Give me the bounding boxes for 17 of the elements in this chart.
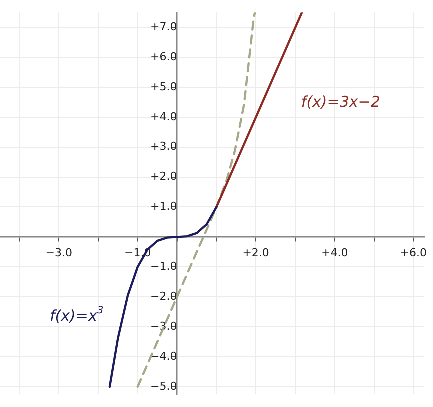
y-tick-label: +6.0: [150, 50, 178, 64]
y-tick-label: −3.0: [150, 320, 178, 333]
x-tick-label: +6.0: [400, 246, 428, 260]
y-tick-label: +1.0: [150, 200, 178, 214]
y-tick-label: +5.0: [150, 80, 178, 94]
x-tick-label: +4.0: [321, 246, 348, 260]
text: f(x)=3x−2: [301, 92, 380, 111]
y-tick-label: −1.0: [150, 260, 178, 273]
y-tick-label: +2.0: [150, 170, 178, 184]
y-tick-label: +4.0: [150, 110, 178, 124]
y-tick-label: −4.0: [150, 350, 178, 363]
y-tick-label: +7.0: [150, 20, 178, 34]
y-tick-label: +3.0: [150, 140, 178, 154]
x-tick-label: −3.0: [46, 246, 72, 260]
y-tick-label: −5.0: [150, 380, 178, 393]
y-tick-label: −2.0: [150, 290, 178, 303]
x-tick-label: +2.0: [242, 246, 270, 260]
